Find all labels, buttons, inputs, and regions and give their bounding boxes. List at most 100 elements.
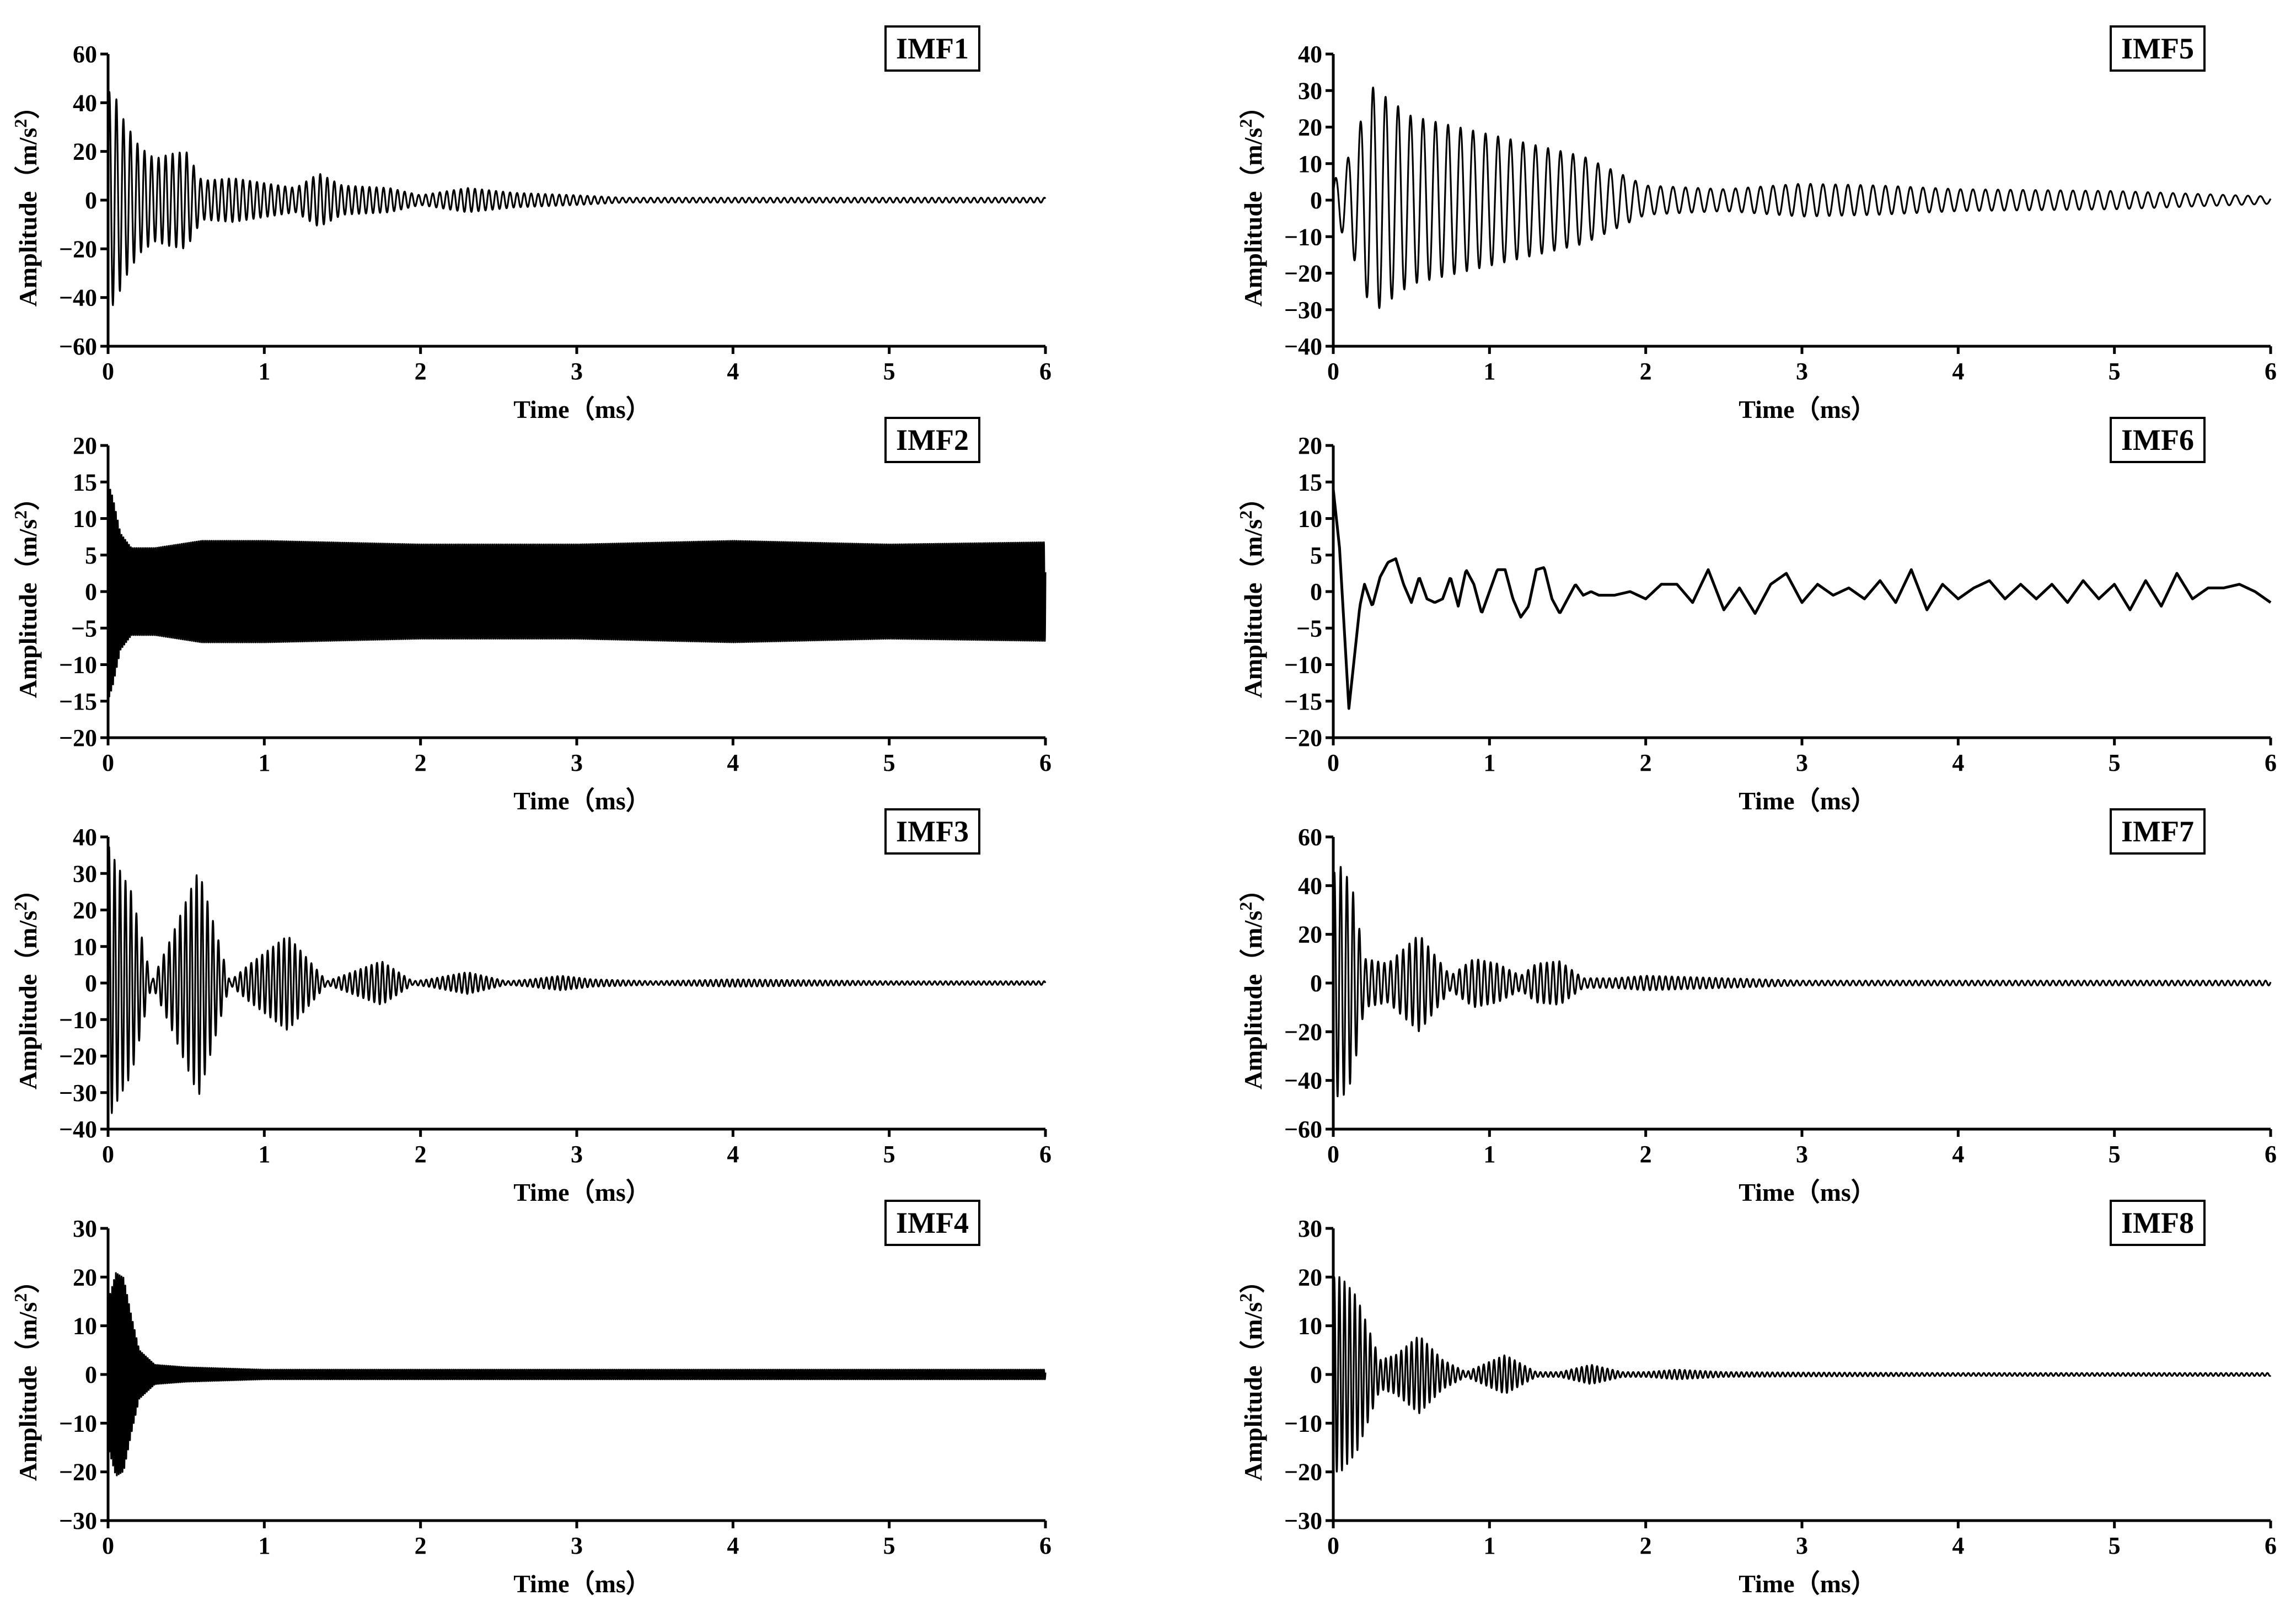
x-tick-label: 6	[1039, 358, 1052, 385]
x-axis-label: Time（ms）	[513, 1570, 651, 1598]
y-tick-label: −30	[59, 1507, 97, 1534]
y-tick-label: −10	[59, 1006, 97, 1033]
x-tick-label: 0	[1327, 1532, 1339, 1559]
y-tick-label: −20	[59, 1459, 97, 1486]
y-tick-label: 5	[1310, 542, 1322, 569]
x-axis-label: Time（ms）	[513, 787, 651, 815]
x-tick-label: 3	[1796, 1532, 1808, 1559]
y-tick-label: −30	[59, 1080, 97, 1107]
y-axis-label: Amplitude（m/s2）	[1236, 485, 1267, 699]
y-tick-label: 10	[1298, 151, 1322, 178]
panel-title-box	[884, 417, 980, 463]
x-tick-label: 2	[415, 1141, 427, 1168]
x-tick-label: 0	[102, 358, 114, 385]
panel-title-box	[2110, 25, 2206, 72]
x-tick-label: 6	[1039, 1141, 1052, 1168]
panel-title: IMF6	[2121, 423, 2194, 457]
panel-title: IMF8	[2121, 1206, 2194, 1239]
x-tick-label: 2	[415, 749, 427, 776]
y-tick-label: −10	[1284, 1410, 1322, 1437]
x-tick-label: 4	[1952, 749, 1964, 776]
y-tick-label: −20	[1284, 1459, 1322, 1486]
x-tick-label: 6	[2265, 1532, 2277, 1559]
y-axis-label: Amplitude（m/s2）	[10, 1268, 42, 1481]
panel-title-box	[884, 1200, 980, 1246]
y-tick-label: −10	[59, 1410, 97, 1437]
x-tick-label: 2	[1640, 749, 1652, 776]
x-tick-label: 5	[883, 1141, 895, 1168]
y-tick-label: 15	[73, 469, 97, 496]
y-tick-label: −20	[1284, 724, 1322, 751]
chart-panel-imf2: 0 1 2 3 4 5 6 −20 −15 −10 −5 0 5 10 15 20 Time（ms） Amplit…	[10, 417, 1052, 815]
series-line	[107, 846, 1047, 1114]
y-tick-label: 20	[73, 897, 97, 924]
y-tick-label: −20	[1284, 260, 1322, 287]
panel-title: IMF4	[896, 1206, 969, 1239]
x-tick-label: 5	[2109, 358, 2121, 385]
y-tick-label: −10	[1284, 223, 1322, 250]
y-tick-label: 10	[1298, 1313, 1322, 1340]
x-tick-label: 1	[258, 1532, 270, 1559]
chart-panel-imf7: 0 1 2 3 4 5 6 −60 −40 −20 0 20 40 60 Time（ms） Amplitude…	[1236, 808, 2277, 1206]
x-axis-label: Time（ms）	[513, 395, 651, 423]
x-tick-label: 3	[571, 749, 583, 776]
y-tick-label: −40	[1284, 1067, 1322, 1094]
panel-title-box	[2110, 1200, 2206, 1246]
panel-title: IMF1	[896, 32, 969, 65]
series-line	[1332, 866, 2272, 1098]
x-tick-label: 0	[102, 1141, 114, 1168]
x-tick-label: 3	[571, 1141, 583, 1168]
x-tick-label: 1	[1483, 749, 1495, 776]
x-tick-label: 6	[1039, 1532, 1052, 1559]
x-tick-label: 0	[1327, 749, 1339, 776]
y-axis-label: Amplitude（m/s2）	[1236, 1268, 1267, 1481]
x-tick-label: 0	[1327, 1141, 1339, 1168]
chart-panel-imf4: 0 1 2 3 4 5 6 −30 −20 −10 0 10 20 30 Time（ms） Amplitude…	[10, 1200, 1052, 1598]
x-tick-label: 1	[258, 358, 270, 385]
x-tick-label: 5	[2109, 1532, 2121, 1559]
x-axis-label: Time（ms）	[1739, 1178, 1876, 1206]
x-tick-label: 1	[1483, 1532, 1495, 1559]
y-tick-label: 20	[1298, 1264, 1322, 1291]
x-tick-label: 4	[727, 1532, 739, 1559]
x-tick-label: 1	[258, 1141, 270, 1168]
y-tick-label: 10	[73, 1313, 97, 1340]
y-tick-label: 40	[73, 89, 97, 116]
x-tick-label: 2	[415, 358, 427, 385]
x-tick-label: 2	[1640, 1141, 1652, 1168]
x-tick-label: 4	[1952, 1141, 1964, 1168]
series-line	[107, 91, 1047, 307]
x-axis-label: Time（ms）	[1739, 1570, 1876, 1598]
y-tick-label: −60	[1284, 1116, 1322, 1143]
panel-title-box	[884, 808, 980, 855]
y-tick-label: −5	[71, 615, 97, 642]
y-tick-label: 40	[1298, 41, 1322, 68]
x-tick-label: 6	[2265, 358, 2277, 385]
panel-title: IMF7	[2121, 815, 2194, 848]
y-tick-label: 20	[1298, 114, 1322, 141]
x-axis-label: Time（ms）	[513, 1178, 651, 1206]
x-tick-label: 2	[415, 1532, 427, 1559]
series-line	[1332, 489, 2272, 710]
x-tick-label: 2	[1640, 358, 1652, 385]
series-line	[107, 1272, 1047, 1476]
y-tick-label: −15	[1284, 688, 1322, 715]
y-tick-label: −40	[1284, 333, 1322, 360]
y-tick-label: 40	[73, 824, 97, 851]
x-axis-label: Time（ms）	[1739, 787, 1876, 815]
y-tick-label: −20	[1284, 1018, 1322, 1045]
panel-title-box	[2110, 417, 2206, 463]
y-tick-label: −30	[1284, 297, 1322, 324]
y-tick-label: 30	[73, 1215, 97, 1242]
x-tick-label: 6	[2265, 749, 2277, 776]
x-tick-label: 4	[1952, 358, 1964, 385]
y-tick-label: −20	[59, 235, 97, 262]
y-tick-label: −30	[1284, 1507, 1322, 1534]
x-tick-label: 1	[1483, 358, 1495, 385]
y-tick-label: 0	[1310, 1361, 1322, 1388]
y-tick-label: −15	[59, 688, 97, 715]
x-tick-label: 0	[102, 1532, 114, 1559]
x-tick-label: 5	[2109, 1141, 2121, 1168]
y-tick-label: −10	[1284, 652, 1322, 679]
y-tick-label: −20	[59, 724, 97, 751]
